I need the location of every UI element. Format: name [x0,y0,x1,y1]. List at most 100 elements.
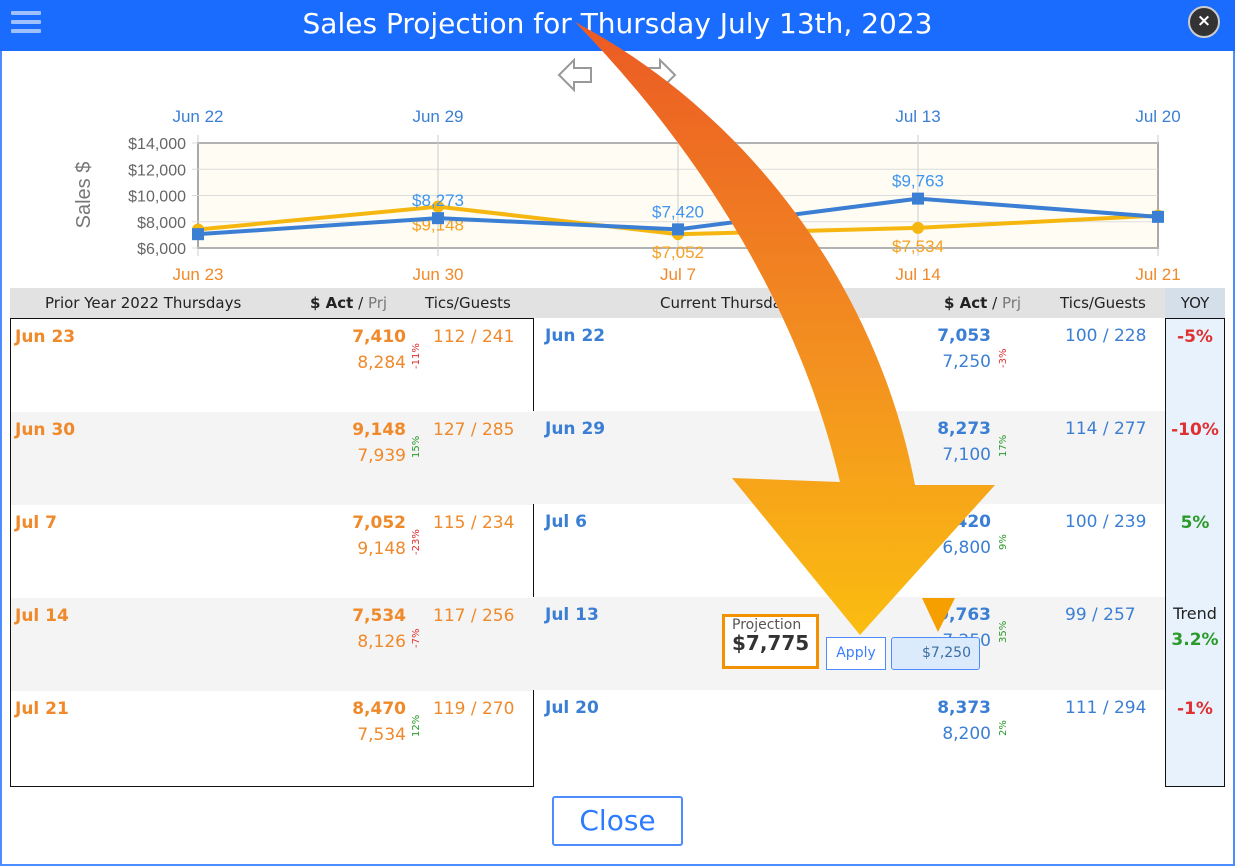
table-row: Jul 21 8,470 7,534 12% 119 / 270 [11,691,533,784]
yoy-value: -5% [1177,327,1213,347]
x-tick-label-top: Jun 29 [412,107,463,126]
tics-guests: 100 / 239 [1065,512,1147,532]
row-date: Jul 13 [545,605,599,625]
variance-percent: 15% [411,435,422,458]
apply-button[interactable]: Apply [826,637,886,670]
y-tick-label: $8,000 [137,215,186,232]
dialog-frame [0,51,1235,866]
data-label: $7,420 [652,202,704,221]
yoy-value: 5% [1180,513,1210,533]
projection-input[interactable]: $7,250 [891,637,980,670]
hamburger-menu-icon[interactable] [11,11,41,37]
x-tick-label-bottom: Jul 21 [1135,265,1180,284]
tics-guests: 127 / 285 [433,420,515,440]
header-sep: / [353,294,368,312]
title-bar: Sales Projection for Thursday July 13th,… [0,0,1235,51]
projected-sales: 9,148 [357,539,406,559]
table-header: Prior Year 2022 Thursdays $ Act / Prj Ti… [10,288,1165,318]
actual-sales: 8,373 [937,698,991,718]
close-icon[interactable]: × [1188,6,1220,38]
header-act-prj-current: $ Act / Prj [944,288,1021,318]
header-act-prj: $ Act / Prj [310,288,387,318]
x-tick-label-top: Jul 13 [895,107,940,126]
row-date: Jul 6 [545,512,588,532]
projected-sales: 7,939 [357,446,406,466]
table-row: Jul 20 8,373 8,200 2% 111 / 294 [533,690,1165,783]
actual-sales: 7,053 [937,326,991,346]
yoy-value: -10% [1171,420,1219,440]
header-tics-current: Tics/Guests [1060,294,1146,312]
header-prior-year: Prior Year 2022 Thursdays [45,294,242,312]
tics-guests: 100 / 228 [1065,326,1147,346]
actual-sales: 7,052 [352,513,406,533]
tics-guests: 119 / 270 [433,699,515,719]
projected-sales: 8,200 [942,724,991,744]
table-row: Jun 22 7,053 7,250 -3% 100 / 228 [533,318,1165,411]
table-row: Jul 7 7,052 9,148 -23% 115 / 234 [11,505,533,598]
projected-sales: 8,126 [357,632,406,652]
data-label: $7,052 [652,243,704,262]
tics-guests: 114 / 277 [1065,419,1147,439]
data-label: $9,763 [892,172,944,191]
variance-percent: 17% [998,434,1009,457]
x-tick-label-bottom: Jun 23 [172,265,223,284]
table-row: Jun 30 9,148 7,939 15% 127 / 285 [11,412,533,505]
projection-value: $7,775 [732,631,810,655]
projected-sales: 7,100 [942,445,991,465]
header-sep: / [987,294,1002,312]
projection-box: Projection $7,775 [722,614,819,669]
row-date: Jul 20 [545,698,599,718]
projected-sales: 6,800 [942,538,991,558]
x-tick-label-bottom: Jul 7 [660,265,696,284]
table-row: Jul 6 7,420 6,800 9% 100 / 239 [533,504,1165,597]
actual-sales: 7,420 [937,512,991,532]
header-yoy: YOY [1165,288,1225,318]
close-button[interactable]: Close [552,796,683,846]
tics-guests: 99 / 257 [1065,605,1136,625]
row-date: Jun 30 [15,420,76,440]
actual-sales: 8,273 [937,419,991,439]
projected-sales: 7,250 [942,352,991,372]
variance-percent: -23% [411,529,422,555]
actual-sales: 8,470 [352,699,406,719]
row-date: Jun 29 [545,419,606,439]
sales-chart: $14,000 $12,000 $10,000 $8,000 $6,000 Jun 22 J… [73,107,1181,284]
header-act: $ Act [310,294,354,312]
variance-percent: 12% [411,714,422,737]
actual-sales: 9,763 [937,605,991,625]
previous-arrow-icon[interactable] [557,56,595,94]
dialog-title: Sales Projection for Thursday July 13th,… [302,7,933,40]
header-current: Current Thursdays [660,294,799,312]
actual-sales: 7,410 [352,327,406,347]
actual-sales: 9,148 [352,420,406,440]
prior-year-table: Jun 23 7,410 8,284 -11% 112 / 241 Jun 30 9,148… [10,318,534,787]
table-row: Jun 23 7,410 8,284 -11% 112 / 241 [11,319,533,412]
table-row: Jun 29 8,273 7,100 17% 114 / 277 [533,411,1165,504]
variance-percent: 9% [998,534,1009,550]
variance-percent: -7% [411,628,422,648]
y-tick-label: $14,000 [128,136,186,153]
y-tick-label: $12,000 [128,162,186,179]
tics-guests: 117 / 256 [433,606,515,626]
header-prj: Prj [1001,294,1022,312]
tics-guests: 115 / 234 [433,513,515,533]
yoy-trend-label: Trend [1173,604,1217,623]
header-prj: Prj [367,294,388,312]
variance-percent: 2% [998,720,1009,736]
data-point-current [912,192,924,205]
x-tick-label-top: Jul 20 [1135,107,1180,126]
actual-sales: 7,534 [352,606,406,626]
row-date: Jul 14 [15,606,69,626]
data-point-current [192,228,204,241]
x-tick-label-bottom: Jul 14 [895,265,940,284]
header-tics-prior: Tics/Guests [425,294,511,312]
table-row: Jul 14 7,534 8,126 -7% 117 / 256 [11,598,533,691]
next-arrow-icon[interactable] [639,56,677,94]
projected-sales: 8,284 [357,353,406,373]
tics-guests: 111 / 294 [1065,698,1147,718]
y-tick-label: $10,000 [128,189,186,206]
row-date: Jul 21 [15,699,69,719]
row-date: Jun 23 [15,327,76,347]
data-point-current [432,212,444,225]
tics-guests: 112 / 241 [433,327,515,347]
